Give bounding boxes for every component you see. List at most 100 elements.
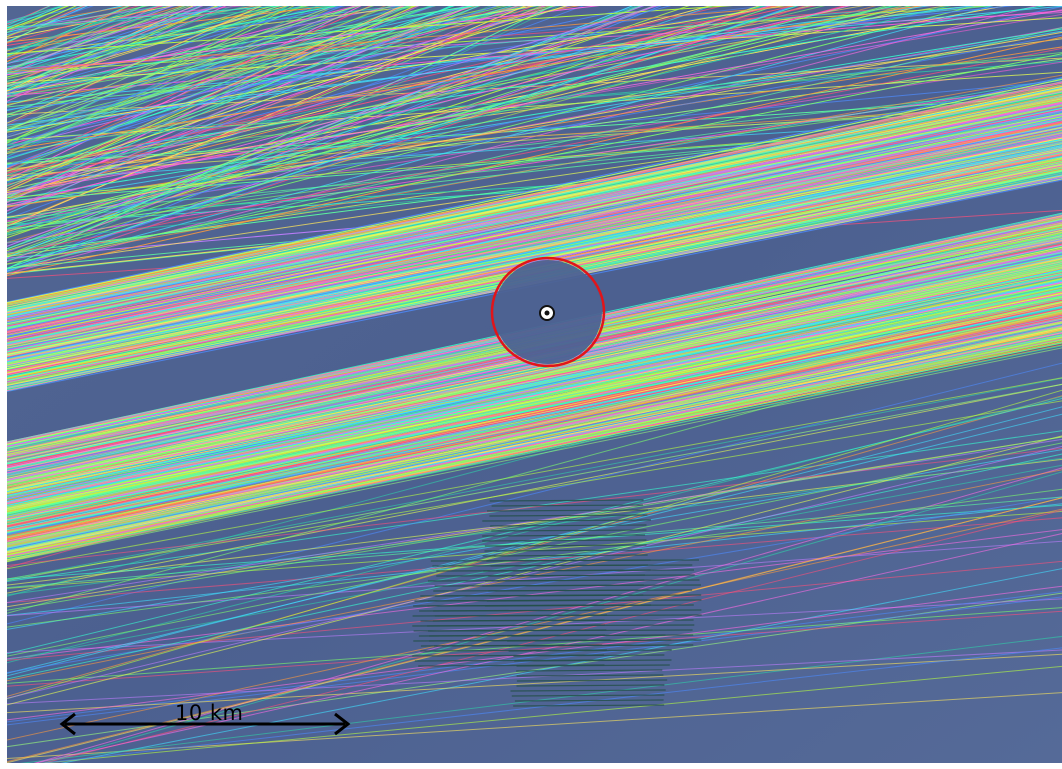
vessel-track [7,6,826,199]
vessel-track [7,497,1062,763]
map-canvas[interactable]: 10 km [7,6,1062,763]
vessel-track [7,540,1062,617]
exclusion-zone-ring[interactable] [490,256,606,368]
vessel-track [7,98,1062,310]
vessel-track [7,6,904,256]
vessel-track [7,508,1062,741]
vessel-track [7,6,1047,166]
vessel-track [7,6,519,212]
vessel-track [7,6,947,172]
survey-line [413,604,605,607]
vessel-track-map[interactable] [7,6,1062,763]
survey-line [436,574,695,577]
vessel-track [7,6,358,158]
vessel-track [7,6,492,197]
vessel-track [7,31,1062,219]
vessel-track [7,6,280,116]
vessel-track [7,6,335,131]
vessel-track [7,6,812,191]
survey-line [482,539,647,542]
vessel-track [7,6,662,273]
survey-grid-pattern [412,499,702,707]
vessel-track [7,6,473,203]
vessel-track [7,6,498,168]
vessel-track [7,6,263,124]
survey-line [514,699,664,702]
vessel-track [7,653,1062,714]
vessel-track [7,6,557,174]
vessel-track [7,377,1062,580]
vessel-track [7,288,1062,517]
survey-line [508,649,672,652]
vessel-track [7,6,527,227]
vessel-track [7,6,403,138]
vessel-track [7,610,1062,687]
vessel-track [7,6,634,258]
vessel-track [7,6,851,206]
vessel-track [7,140,1062,357]
vessel-track [7,6,502,115]
vessel-track [7,6,361,107]
vessel-track [7,6,276,78]
vessel-track [7,89,1062,306]
vessel-track [7,125,1062,337]
scale-bar-right-arrow [334,712,351,736]
vessel-track [7,77,1062,303]
vessel-track [7,103,1062,177]
vessel-track [7,6,186,72]
vessel-track [7,310,1062,534]
vessel-track [7,6,865,155]
vessel-track [7,6,894,227]
vessel-track [33,533,1062,763]
vessel-track [7,436,1062,611]
vessel-track [7,6,923,151]
survey-line [491,529,647,532]
vessel-track [7,6,358,98]
survey-line [419,609,612,612]
survey-line [491,504,643,507]
vessel-track [7,6,568,182]
survey-line [516,674,664,677]
survey-line [484,549,643,552]
vessel-track [7,140,1062,350]
vessel-track [7,6,434,150]
vessel-track [7,319,1062,535]
vessel-track [7,74,1062,265]
vessel-track [7,6,526,132]
vessel-track [7,383,1062,594]
vessel-track [7,55,1062,146]
vessel-track [7,305,1062,529]
vessel-track [7,6,481,179]
vessel-track [7,6,537,94]
vessel-track [7,328,1062,554]
vessel-track [7,6,994,272]
vessel-track [7,135,1062,348]
vessel-track [7,6,657,263]
vessel-track [7,6,307,64]
vessel-track [7,6,659,195]
vessel-track [7,6,513,160]
vessel-track [7,82,1062,244]
vessel-track [7,6,234,99]
vessel-track [7,280,1062,500]
vessel-track [7,6,550,201]
survey-line [414,599,603,602]
vessel-track [7,106,1062,332]
vessel-track [7,150,1062,362]
vessel-track [7,9,1062,195]
vessel-track [7,124,1062,346]
vessel-track [7,6,375,130]
vessel-track [7,6,339,68]
vessel-track [7,330,1062,562]
target-point-icon[interactable] [539,305,555,321]
vessel-track [7,6,337,30]
vessel-track [7,320,1062,542]
vessel-track [7,383,1062,582]
survey-line [516,664,670,667]
survey-line [507,639,672,642]
vessel-track [7,28,1062,201]
vessel-track [7,6,227,102]
vessel-track [7,141,1062,367]
vessel-track [7,6,802,73]
